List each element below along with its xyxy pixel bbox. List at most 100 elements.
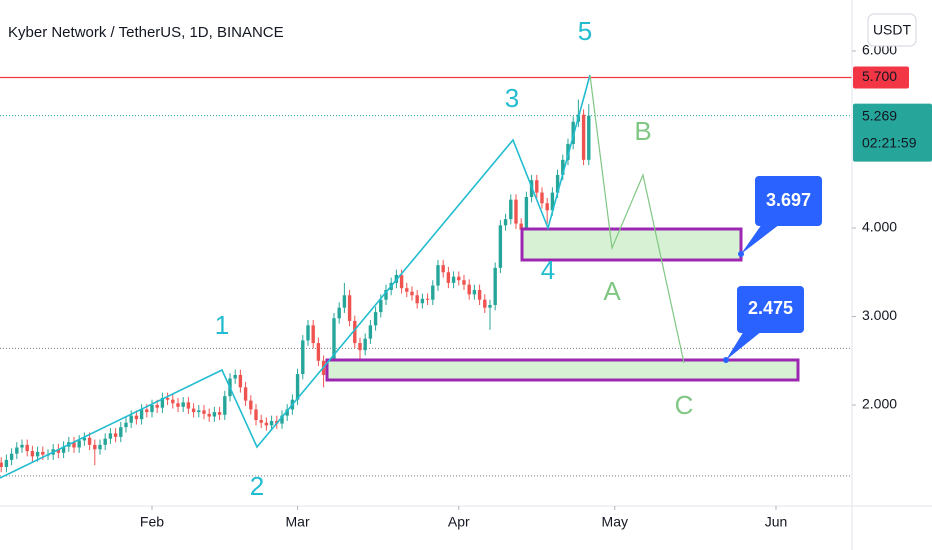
candle-body	[103, 438, 107, 445]
candle-body	[342, 295, 347, 308]
candle-body	[347, 295, 352, 321]
candle-body	[191, 408, 196, 413]
candle-body	[306, 325, 310, 341]
candle-body	[285, 409, 289, 416]
candle-body	[108, 433, 113, 439]
candle-body	[295, 374, 300, 400]
candle-body	[197, 410, 201, 413]
candle-body	[441, 265, 445, 273]
callout-pointer	[726, 331, 762, 360]
candle-body	[451, 276, 456, 283]
candle-body	[425, 298, 430, 300]
support-zone	[520, 227, 743, 262]
candle-body	[535, 180, 539, 193]
candle-body	[93, 444, 97, 450]
candle-body	[82, 437, 87, 441]
candle-body	[20, 444, 24, 448]
candle-body	[431, 285, 435, 300]
x-tick-label: Apr	[448, 514, 470, 530]
candle-body	[571, 121, 575, 144]
callout-label: 3.697	[766, 190, 811, 210]
candle-body	[358, 343, 362, 351]
candle-body	[555, 174, 560, 193]
candle-body	[519, 223, 523, 230]
wave-label: 5	[578, 16, 592, 46]
countdown: 02:21:59	[862, 134, 917, 150]
candle-body	[87, 437, 92, 445]
candle-body	[150, 405, 154, 413]
candle-body	[587, 115, 591, 160]
candle-body	[457, 276, 461, 281]
candle-body	[124, 422, 128, 428]
candle-body	[524, 197, 529, 230]
candle-body	[119, 427, 123, 437]
x-tick-label: Feb	[140, 514, 164, 530]
y-tick-label: 2.000	[862, 396, 897, 412]
wave-label: C	[675, 390, 694, 420]
candle-body	[61, 446, 66, 453]
candle-body	[202, 410, 206, 414]
candle-body	[56, 449, 61, 453]
candle-body	[139, 409, 144, 420]
candle-body	[280, 415, 284, 424]
candle-body	[98, 444, 102, 450]
candle-body	[493, 267, 497, 306]
candle-body	[509, 199, 513, 220]
candle-body	[410, 291, 414, 296]
callout-box	[737, 286, 804, 333]
candle-body	[399, 274, 404, 289]
candle-body	[9, 453, 14, 460]
candle-body	[488, 305, 492, 308]
candle-body	[155, 405, 159, 408]
candle-body	[337, 307, 341, 319]
candle-body	[467, 284, 471, 295]
candle-body	[446, 272, 451, 283]
candle-body	[145, 409, 149, 413]
grid	[0, 76, 852, 477]
candle-body	[332, 318, 336, 366]
last-price: 5.269	[862, 107, 897, 123]
callout-anchor	[723, 357, 729, 363]
candle-body	[30, 451, 35, 457]
resistance-price: 5.700	[862, 68, 897, 84]
candle-body	[207, 413, 211, 417]
candle-body	[405, 288, 409, 292]
wave-label: 4	[541, 255, 555, 285]
wave-label: A	[603, 276, 621, 306]
callout-pointer	[741, 224, 780, 254]
candle-body	[41, 451, 45, 455]
candle-body	[561, 159, 565, 175]
candle-body	[0, 462, 3, 467]
candle-body	[223, 396, 227, 415]
candle-body	[233, 374, 237, 379]
currency-button[interactable]	[867, 13, 917, 47]
impulse-wave	[0, 74, 591, 479]
candle-body	[25, 444, 29, 452]
candle-body	[373, 312, 378, 326]
wave-label: 3	[505, 83, 519, 113]
candle-body	[217, 412, 222, 415]
candle-body	[134, 415, 139, 420]
candle-body	[301, 340, 305, 375]
y-tick-label: 4.000	[862, 219, 897, 235]
candle-body	[249, 400, 253, 410]
resistance-price-box	[853, 66, 909, 89]
candle-body	[363, 338, 367, 351]
candle-body	[420, 298, 425, 304]
candle-body	[165, 397, 170, 400]
wave-label: 2	[250, 471, 264, 501]
candle-body	[72, 442, 76, 448]
candle-body	[415, 295, 419, 304]
candle-body	[477, 289, 482, 300]
currency-label[interactable]: USDT	[873, 22, 912, 38]
x-tick-label: Mar	[286, 514, 310, 530]
candles	[0, 99, 591, 473]
candle-body	[129, 415, 133, 423]
candle-body	[384, 289, 388, 300]
candle-body	[514, 199, 518, 224]
candle-body	[353, 320, 357, 344]
candle-body	[581, 114, 586, 160]
wave-label: 1	[215, 310, 229, 340]
